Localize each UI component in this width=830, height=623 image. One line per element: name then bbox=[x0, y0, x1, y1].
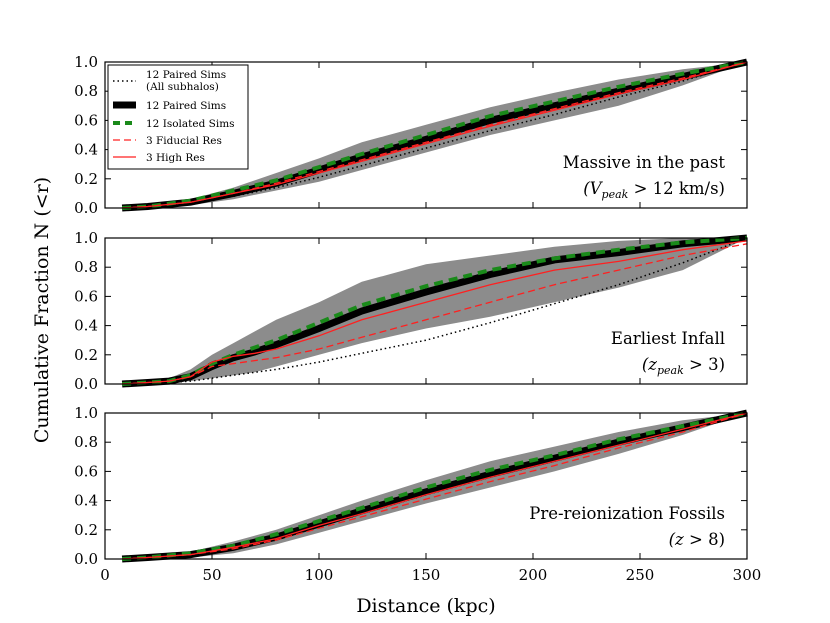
y-tick-label: 0.4 bbox=[74, 492, 98, 510]
panel-annotation-math: (z > 8) bbox=[669, 530, 725, 549]
x-tick-label: 250 bbox=[626, 566, 655, 584]
y-tick-label: 0.0 bbox=[74, 550, 98, 568]
legend-label: 3 High Res bbox=[146, 152, 205, 164]
legend-label: 12 Paired Sims bbox=[146, 100, 226, 112]
x-tick-label: 50 bbox=[202, 566, 221, 584]
y-tick-label: 0.2 bbox=[74, 346, 98, 364]
panel-annotation: Massive in the past bbox=[563, 153, 726, 172]
legend-label: 3 Fiducial Res bbox=[146, 135, 222, 147]
x-tick-label: 200 bbox=[519, 566, 548, 584]
y-tick-label: 0.0 bbox=[74, 199, 98, 217]
line-isolated-sims bbox=[121, 236, 748, 386]
legend-label: 12 Isolated Sims bbox=[146, 118, 235, 130]
y-tick-label: 0.2 bbox=[74, 521, 98, 539]
panel-2: 0.0 0.2 0.4 0.6 0.8 1.0 Earliest Infall (zpeak … bbox=[74, 229, 748, 393]
y-tick-label: 0.4 bbox=[74, 141, 98, 159]
line-high-res bbox=[122, 61, 748, 209]
panel-1: 0.0 0.2 0.4 0.6 0.8 1.0 Massive in the past (Vp… bbox=[74, 53, 748, 217]
line-high-res bbox=[122, 412, 748, 560]
y-tick-label: 0.8 bbox=[74, 82, 98, 100]
panel-annotation-math: (zpeak > 3) bbox=[642, 355, 725, 377]
x-axis-label: Distance (kpc) bbox=[356, 595, 495, 617]
y-tick-label: 0.4 bbox=[74, 317, 98, 335]
y-tick-label: 0.6 bbox=[74, 111, 98, 129]
y-tick-label: 0.6 bbox=[74, 287, 98, 305]
line-all-subhalos bbox=[122, 237, 748, 385]
panel-annotation: Pre-reionization Fossils bbox=[529, 504, 725, 523]
legend-label: (All subhalos) bbox=[146, 81, 219, 93]
panel-annotation: Earliest Infall bbox=[611, 329, 725, 348]
y-tick-label: 0.0 bbox=[74, 375, 98, 393]
x-tick-label: 300 bbox=[733, 566, 762, 584]
x-tick-label: 100 bbox=[305, 566, 334, 584]
y-axis-label: Cumulative Fraction N (<r) bbox=[31, 177, 53, 443]
y-tick-label: 1.0 bbox=[74, 229, 98, 247]
legend-label: 12 Paired Sims bbox=[146, 69, 226, 81]
legend-box bbox=[107, 64, 249, 170]
line-isolated-sims bbox=[121, 411, 748, 561]
y-tick-label: 0.8 bbox=[74, 258, 98, 276]
y-tick-label: 0.8 bbox=[74, 433, 98, 451]
panel-3: 0.0 0.2 0.4 0.6 0.8 1.0 Pre-reionization Fossi… bbox=[74, 404, 748, 568]
y-tick-label: 0.2 bbox=[74, 170, 98, 188]
y-tick-label: 0.6 bbox=[74, 462, 98, 480]
y-tick-label: 1.0 bbox=[74, 53, 98, 71]
panel-annotation-math: (Vpeak > 12 km/s) bbox=[583, 179, 725, 201]
line-isolated-sims bbox=[121, 60, 748, 210]
y-tick-label: 1.0 bbox=[74, 404, 98, 422]
line-high-res bbox=[122, 240, 748, 385]
legend: 12 Paired Sims(All subhalos)12 Paired Si… bbox=[107, 64, 249, 170]
x-tick-label: 0 bbox=[100, 566, 110, 584]
x-tick-label: 150 bbox=[412, 566, 441, 584]
